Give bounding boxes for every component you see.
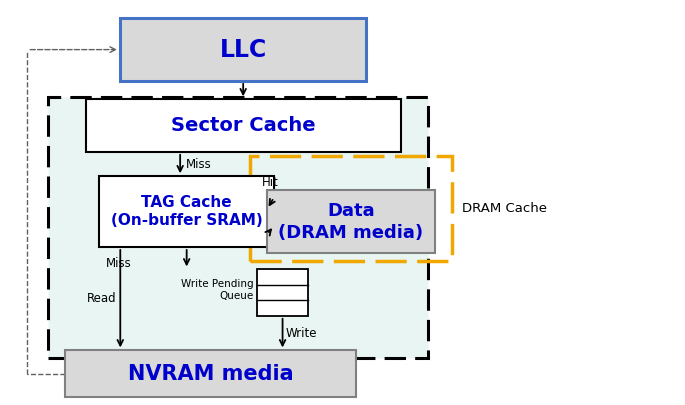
- Text: Write: Write: [286, 326, 317, 340]
- Bar: [86, 99, 401, 152]
- Bar: [65, 350, 356, 397]
- Text: Read: Read: [87, 292, 117, 305]
- Text: TAG Cache
(On-buffer SRAM): TAG Cache (On-buffer SRAM): [111, 195, 262, 228]
- Text: Hit: Hit: [262, 176, 279, 190]
- Bar: [120, 18, 366, 81]
- Bar: [250, 156, 452, 261]
- Text: Sector Cache: Sector Cache: [171, 116, 316, 135]
- Text: Write Pending
Queue: Write Pending Queue: [181, 279, 253, 301]
- Text: NVRAM media: NVRAM media: [128, 364, 293, 384]
- Text: Miss: Miss: [186, 158, 212, 171]
- Text: DRAM Cache: DRAM Cache: [462, 202, 547, 215]
- Bar: [257, 269, 308, 316]
- Bar: [99, 176, 274, 247]
- Text: Miss: Miss: [106, 257, 132, 270]
- Text: LLC: LLC: [220, 38, 266, 62]
- Bar: [48, 97, 428, 358]
- Bar: [267, 190, 435, 253]
- Text: Data
(DRAM media): Data (DRAM media): [279, 202, 423, 242]
